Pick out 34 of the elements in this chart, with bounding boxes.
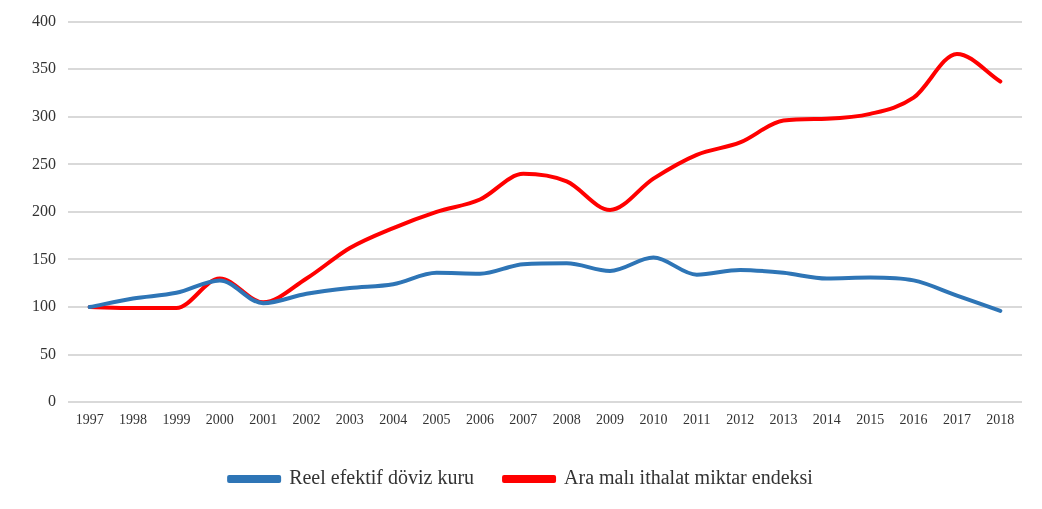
line-series [87,255,1003,313]
x-tick-label: 2016 [899,412,928,428]
x-tick-label: 2007 [509,412,538,428]
y-tick-label: 300 [32,106,56,124]
x-tick-label: 2018 [986,412,1015,428]
x-tick-label: 2000 [205,412,234,428]
x-tick-label: 2012 [726,412,755,428]
x-tick-label: 2001 [249,412,278,428]
y-tick-label: 200 [32,202,56,220]
x-tick-label: 1998 [119,412,148,428]
x-tick-label: 2017 [942,412,971,428]
y-tick-label: 350 [32,59,56,77]
x-tick-label: 2010 [639,412,668,428]
y-tick-label: 0 [48,392,56,410]
y-tick-label: 150 [32,249,56,267]
x-tick-label: 2004 [379,412,408,428]
x-tick-label: 1999 [162,412,191,428]
x-tick-label: 2005 [422,412,451,428]
x-tick-label: 2002 [292,412,321,428]
x-tick-label: 2003 [335,412,364,428]
y-tick-label: 250 [32,154,56,172]
x-tick-label: 2014 [812,412,841,428]
legend-label: Reel efektif döviz kuru [289,466,475,489]
y-tick-label: 100 [32,297,56,315]
x-tick-label: 2008 [552,412,581,428]
x-tick-label: 1997 [75,412,104,428]
legend-label: Ara malı ithalat miktar endeksi [564,466,814,489]
y-tick-label: 400 [32,11,56,29]
x-tick-label: 2006 [465,412,494,428]
y-tick-label: 50 [40,344,56,362]
x-tick-label: 2015 [856,412,885,428]
x-tick-label: 2013 [769,412,798,428]
x-tick-label: 2011 [683,412,711,428]
x-tick-label: 2009 [596,412,625,428]
